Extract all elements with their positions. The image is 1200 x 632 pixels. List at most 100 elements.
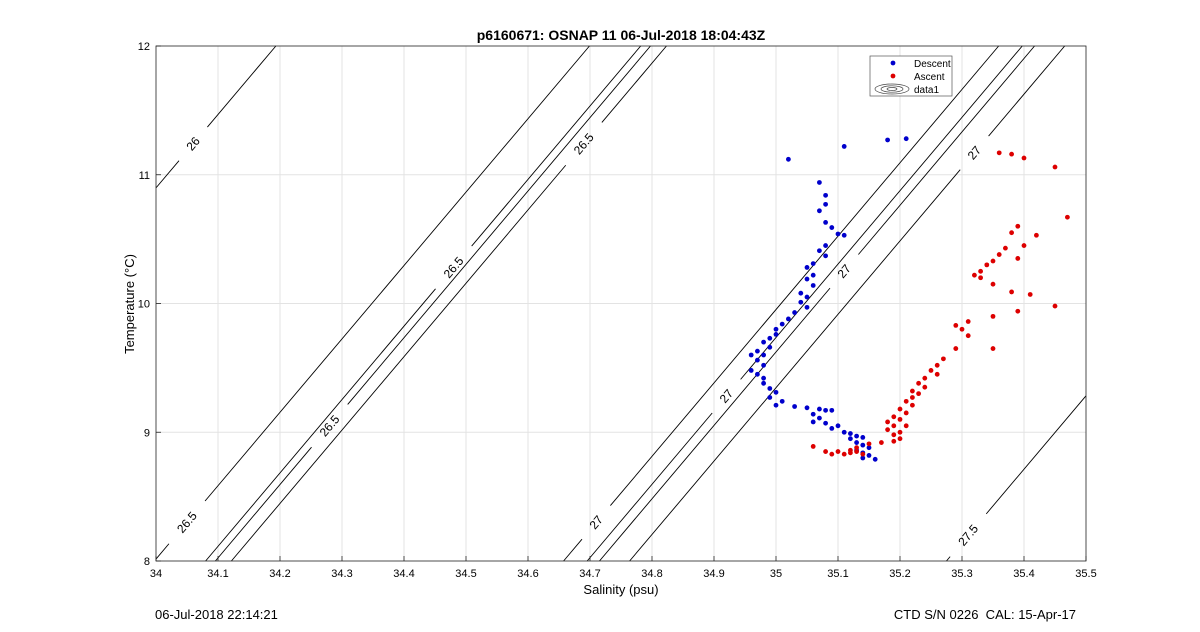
- ascent-point: [910, 388, 915, 394]
- x-tick-label: 34.4: [393, 568, 414, 580]
- x-tick-label: 34.5: [455, 568, 476, 580]
- ascent-point: [941, 356, 946, 362]
- ascent-point: [885, 427, 890, 433]
- descent-point: [779, 398, 785, 404]
- ascent-point: [810, 444, 816, 449]
- descent-point: [829, 425, 835, 431]
- ascent-point: [1015, 308, 1021, 314]
- descent-point: [841, 429, 847, 435]
- ascent-point: [885, 419, 890, 425]
- ascent-point: [854, 449, 859, 454]
- descent-point: [761, 339, 766, 345]
- descent-point: [823, 201, 828, 207]
- descent-point: [792, 404, 797, 409]
- y-tick-label: 8: [144, 556, 150, 568]
- descent-point: [823, 407, 828, 413]
- x-tick-label: 35.4: [1013, 568, 1034, 580]
- isopycnal-line: [563, 538, 583, 562]
- x-tick-label: 35.5: [1075, 568, 1096, 580]
- descent-point: [860, 442, 866, 448]
- isopycnal-line: [471, 45, 642, 247]
- descent-point: [848, 431, 853, 436]
- descent-point: [817, 248, 822, 254]
- descent-point: [767, 395, 773, 400]
- y-tick-label: 9: [144, 427, 150, 439]
- descent-point: [817, 406, 822, 412]
- ascent-point: [1021, 155, 1027, 161]
- x-tick-label: 34.6: [517, 568, 538, 580]
- ascent-point: [1009, 230, 1014, 236]
- isopycnal-line: [231, 164, 567, 562]
- descent-point: [860, 455, 866, 461]
- ascent-point: [903, 410, 909, 416]
- ascent-point: [848, 450, 853, 456]
- descent-point: [761, 380, 766, 386]
- descent-point: [755, 357, 760, 363]
- descent-point: [755, 348, 760, 354]
- descent-point: [804, 304, 810, 310]
- descent-point: [786, 316, 791, 322]
- descent-point: [761, 375, 766, 381]
- ascent-point: [959, 326, 965, 332]
- legend-ascent-marker: [890, 73, 896, 79]
- ascent-point: [903, 423, 909, 429]
- ascent-point: [835, 449, 841, 454]
- ascent-point: [1021, 243, 1027, 248]
- descent-point: [804, 276, 810, 282]
- x-tick-label: 34.2: [269, 568, 290, 580]
- ascent-point: [897, 436, 903, 442]
- descent-point: [748, 368, 754, 373]
- descent-point: [773, 402, 779, 408]
- isopycnal-line: [740, 45, 1023, 380]
- descent-point: [792, 310, 797, 315]
- x-axis: 34 34.1 34.2 34.3 34.4 34.5 34.6 34.7 34.8 34.9 35…: [150, 556, 1097, 580]
- x-tick-label: 35.3: [951, 568, 972, 580]
- descent-point: [854, 440, 859, 445]
- ascent-point: [860, 451, 866, 457]
- ascent-point: [934, 371, 940, 377]
- descent-point: [841, 232, 847, 238]
- ascent-point: [1009, 289, 1014, 295]
- descent-point: [872, 456, 878, 462]
- descent-point: [786, 156, 791, 162]
- isopycnal-line: [599, 287, 831, 562]
- ascent-point: [990, 313, 996, 319]
- descent-point: [835, 231, 841, 237]
- ascent-point: [854, 445, 859, 451]
- data-points: [748, 136, 1070, 462]
- ascent-point: [984, 262, 990, 268]
- descent-point: [810, 261, 816, 266]
- ascent-point: [953, 322, 959, 328]
- ascent-point: [879, 440, 884, 445]
- descent-point: [755, 371, 760, 377]
- descent-point: [810, 283, 816, 288]
- ascent-point: [891, 414, 897, 420]
- ascent-point: [891, 432, 897, 438]
- descent-point: [866, 453, 872, 458]
- x-tick-label: 35: [770, 568, 782, 580]
- descent-point: [767, 386, 773, 391]
- descent-point: [854, 433, 859, 439]
- descent-point: [810, 419, 816, 425]
- legend-ascent-label: Ascent: [914, 72, 945, 83]
- y-axis: 8 9 10 11 12: [138, 41, 161, 568]
- descent-point: [761, 352, 766, 358]
- ascent-point: [866, 441, 872, 447]
- ascent-point: [953, 346, 959, 351]
- ascent-point: [910, 402, 915, 408]
- descent-point: [804, 294, 810, 300]
- footer-timestamp: 06-Jul-2018 22:14:21: [155, 607, 278, 622]
- isopycnal-line: [204, 45, 590, 502]
- descent-point: [798, 290, 804, 296]
- isopycnal-line: [985, 395, 1087, 515]
- descent-point: [804, 265, 810, 270]
- ascent-point: [972, 272, 977, 278]
- descent-point: [761, 362, 766, 368]
- x-tick-label: 34.9: [703, 568, 724, 580]
- legend-box: [869, 55, 953, 97]
- ascent-point: [996, 150, 1002, 156]
- legend-data1-label: data1: [914, 85, 939, 96]
- ascent-point: [910, 395, 915, 400]
- descent-point: [860, 435, 866, 440]
- x-tick-label: 34.3: [331, 568, 352, 580]
